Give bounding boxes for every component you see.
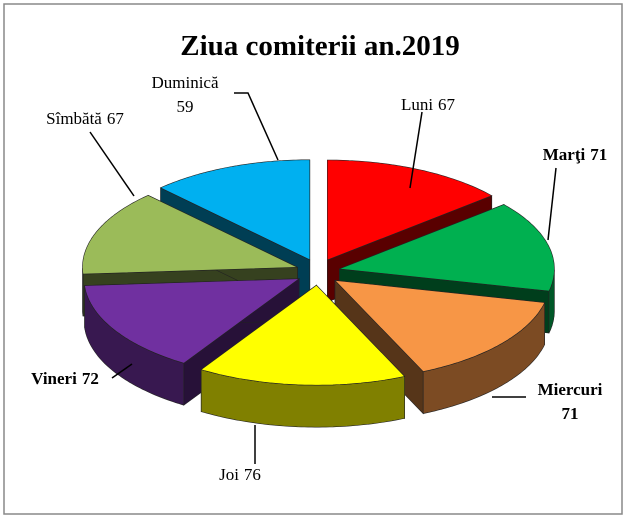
leader-line [89,131,135,197]
data-label-value: 67 [107,109,125,128]
data-label: Marţi 71 [543,145,607,164]
slice-wall [82,268,84,317]
slice-top [82,194,298,275]
data-label-name: Vineri [31,369,77,388]
pie-slice [200,284,406,428]
data-label: Luni 67 [401,95,456,114]
leader-line [547,167,557,241]
data-label-name: Joi [219,465,239,484]
data-label-name: Marţi [543,145,586,164]
slice-top [159,159,311,261]
slice-top [334,280,546,372]
data-label-value: 59 [177,97,194,116]
chart-title: Ziua comiterii an.2019 [180,30,460,62]
data-label-value: 71 [590,145,607,164]
data-label-name: Sîmbătă [46,109,102,128]
data-label-value: 72 [82,369,99,388]
slice-top [84,278,301,364]
data-label-name: Miercuri [538,380,603,399]
leader-line [111,363,133,379]
leader-line [409,111,423,189]
slice-top [339,204,555,292]
data-label-name: Duminică [151,73,218,92]
data-label: Vineri 72 [31,369,99,388]
data-label-value: 71 [562,404,579,423]
slice-top [200,284,406,386]
leader-line [234,92,279,161]
slice-top [327,159,493,261]
data-label: Sîmbătă 67 [46,109,124,128]
data-label: Joi 76 [219,465,261,484]
data-label-value: 76 [244,465,261,484]
data-label-name: Luni [401,95,433,114]
data-label-value: 67 [438,95,456,114]
